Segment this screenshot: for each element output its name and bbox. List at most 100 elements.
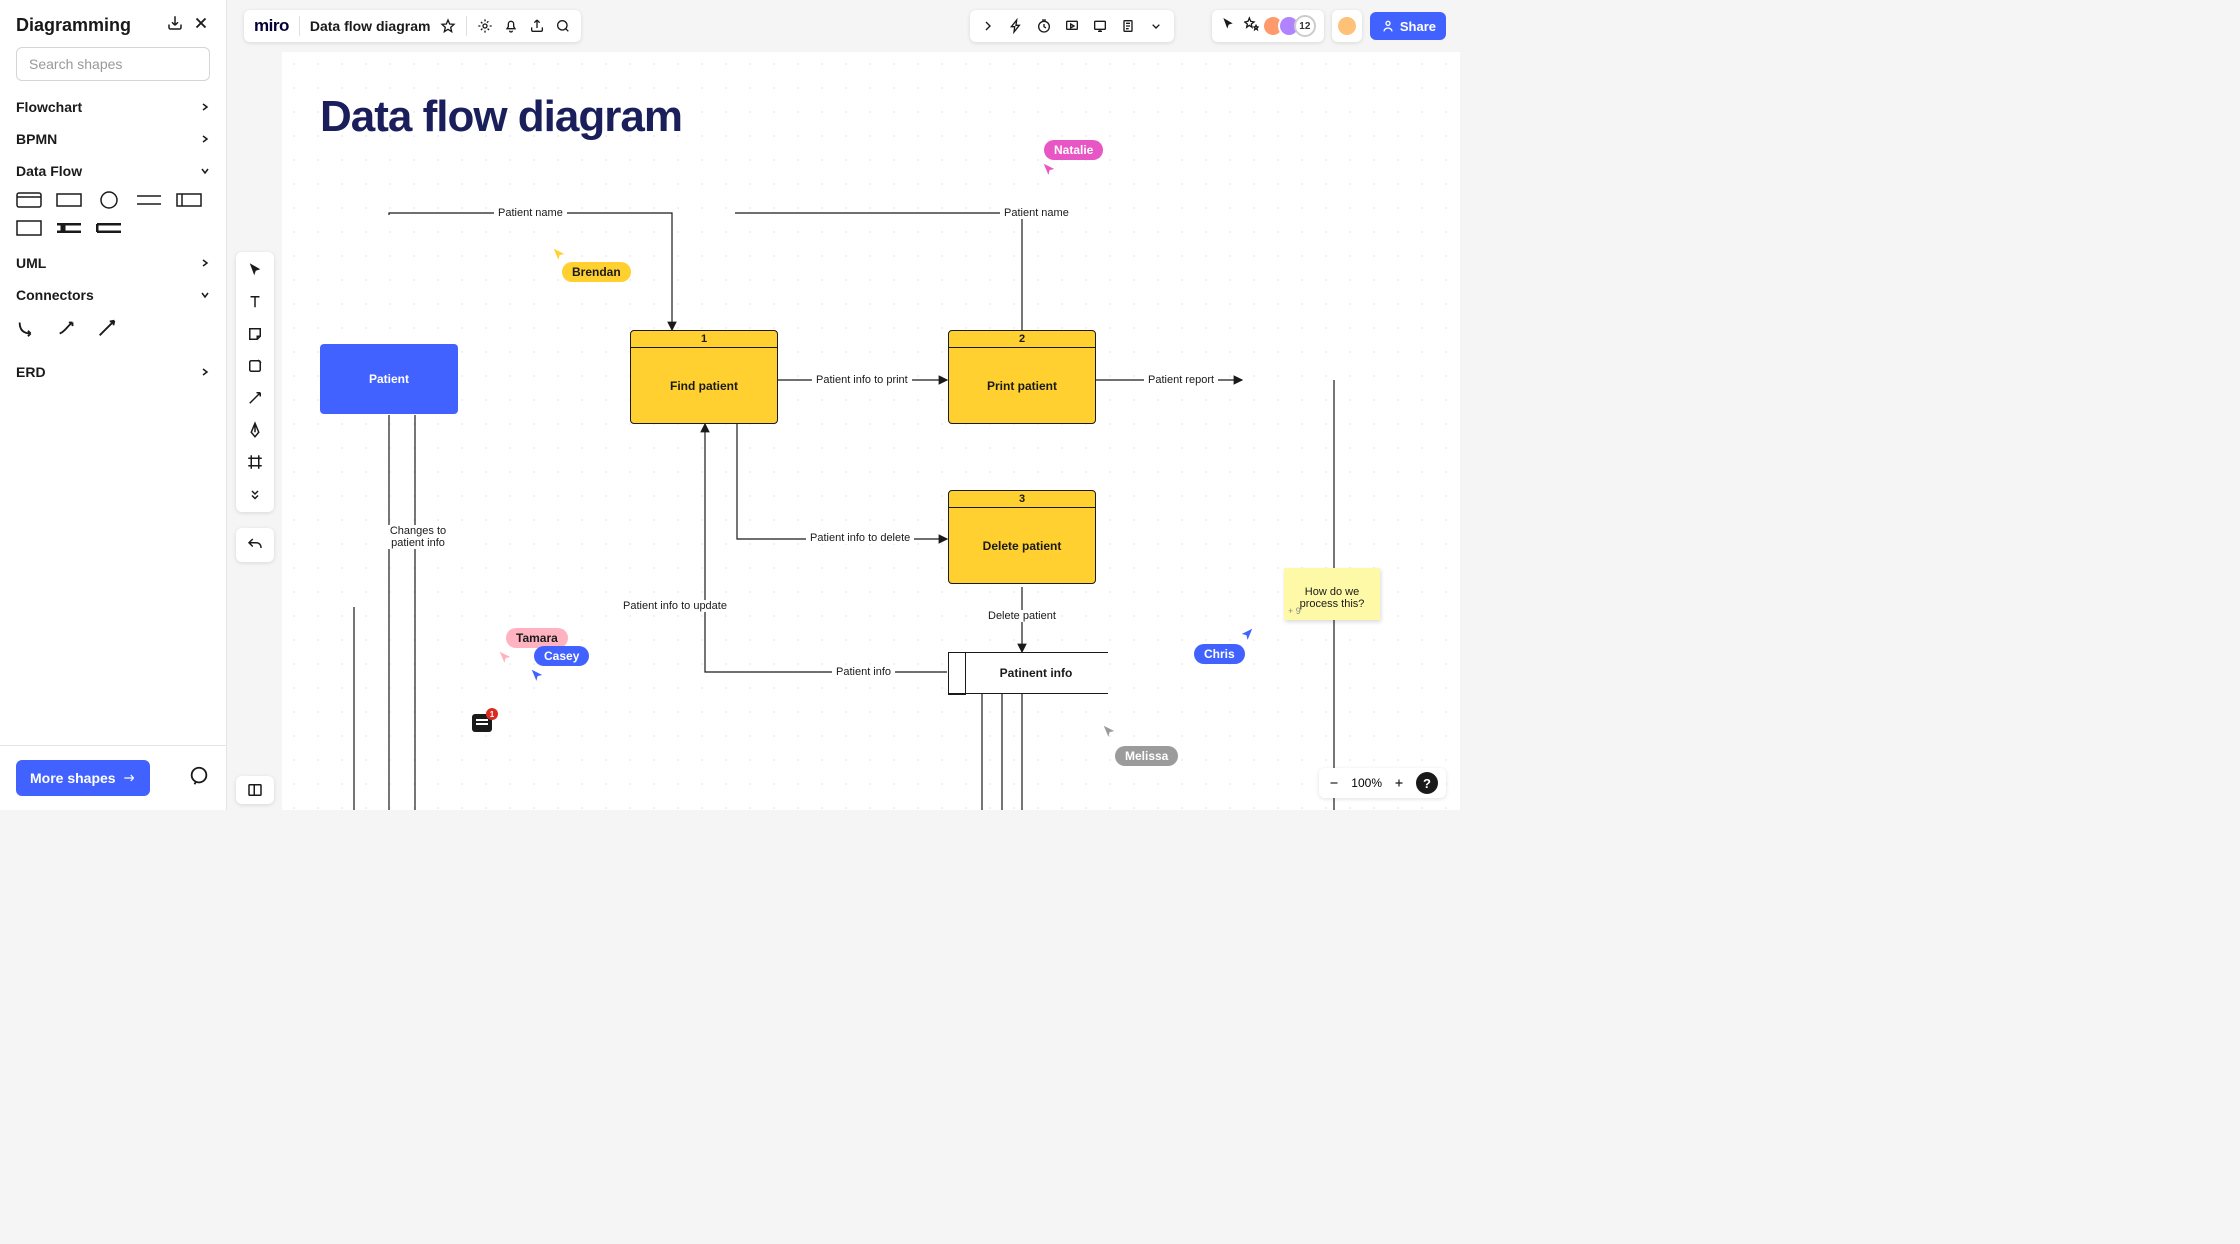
export-icon[interactable]: [529, 18, 545, 34]
chevron-right-icon: [200, 258, 210, 268]
connector-shapes: [16, 311, 210, 356]
shape-process-icon[interactable]: [16, 193, 42, 207]
category-flowchart[interactable]: Flowchart: [16, 91, 210, 123]
notes-icon[interactable]: [1120, 18, 1136, 34]
topbar: miro Data flow diagram: [244, 10, 581, 42]
cursor-pointer-icon: [1240, 627, 1254, 641]
feedback-icon[interactable]: [188, 765, 210, 792]
connector-straight-icon[interactable]: [96, 317, 118, 344]
shape-rect-icon[interactable]: [56, 193, 82, 207]
notification-icon[interactable]: [503, 18, 519, 34]
process-number: 1: [631, 331, 777, 348]
comment-icon[interactable]: 1: [472, 714, 492, 732]
edge-label: Patient report: [1144, 374, 1218, 386]
node-label: Delete patient: [983, 508, 1062, 583]
close-icon[interactable]: [192, 14, 210, 37]
cursor-tamara: Tamara: [506, 628, 568, 648]
chevron-right-icon: [200, 102, 210, 112]
connector-curve-icon[interactable]: [56, 317, 78, 344]
connector-elbow-icon[interactable]: [16, 317, 38, 344]
arrow-tool[interactable]: [245, 388, 265, 408]
category-label: Data Flow: [16, 163, 82, 179]
category-bpmn[interactable]: BPMN: [16, 123, 210, 155]
pen-tool[interactable]: [245, 420, 265, 440]
edge-label: Changes to patient info: [368, 525, 468, 549]
more-tools[interactable]: [245, 484, 265, 504]
comment-badge: 1: [486, 708, 498, 720]
cursor-pointer-icon: [1042, 162, 1056, 176]
node-label: Find patient: [670, 348, 738, 423]
timer-icon[interactable]: [1036, 18, 1052, 34]
more-apps-icon[interactable]: [1148, 18, 1164, 34]
process-delete-patient[interactable]: 3Delete patient: [948, 490, 1096, 584]
vertical-toolbar: [236, 252, 274, 512]
undo-button[interactable]: [236, 528, 274, 562]
shape-openrect2-icon[interactable]: [96, 221, 122, 235]
shape-parallel-icon[interactable]: [136, 193, 162, 207]
chevron-right-icon: [200, 134, 210, 144]
shape-datastore-icon[interactable]: [176, 193, 202, 207]
dataflow-shapes: [16, 187, 210, 247]
topbar-apps: [970, 10, 1174, 42]
search-icon[interactable]: [555, 18, 571, 34]
bolt-icon[interactable]: [1008, 18, 1024, 34]
topbar-collab: 12 Share: [1212, 10, 1446, 42]
category-connectors[interactable]: Connectors: [16, 279, 210, 311]
search-shapes-input[interactable]: [16, 47, 210, 81]
diagram-title: Data flow diagram: [320, 92, 682, 142]
panel-footer: More shapes: [0, 745, 226, 810]
star-icon[interactable]: [440, 18, 456, 34]
presence-avatars[interactable]: 12: [1268, 15, 1316, 37]
category-list: Flowchart BPMN Data Flow UML Connectors …: [0, 91, 226, 745]
miro-logo[interactable]: miro: [254, 16, 289, 36]
zoom-level[interactable]: 100%: [1351, 776, 1382, 790]
shape-tool[interactable]: [245, 356, 265, 376]
user-avatar[interactable]: [1336, 15, 1358, 37]
cursor-pointer-icon: [552, 247, 566, 261]
process-find-patient[interactable]: 1Find patient: [630, 330, 778, 424]
cursor-chris: Chris: [1194, 644, 1245, 664]
cursor-icon[interactable]: [1220, 16, 1236, 37]
shape-openrect-icon[interactable]: [56, 221, 82, 235]
sticky-text: How do we process this?: [1300, 586, 1365, 610]
process-print-patient[interactable]: 2Print patient: [948, 330, 1096, 424]
import-icon[interactable]: [166, 14, 184, 37]
shape-rect2-icon[interactable]: [16, 221, 42, 235]
diagramming-panel: Diagramming Flowchart BPMN Data Flow UML…: [0, 0, 227, 810]
sticky-tool[interactable]: [245, 324, 265, 344]
text-tool[interactable]: [245, 292, 265, 312]
datastore-patient-info[interactable]: Patinent info: [948, 652, 1108, 694]
category-uml[interactable]: UML: [16, 247, 210, 279]
shape-circle-icon[interactable]: [96, 193, 122, 207]
sticky-reactions: + 9: [1288, 606, 1301, 616]
screen-icon[interactable]: [1092, 18, 1108, 34]
category-dataflow[interactable]: Data Flow: [16, 155, 210, 187]
edge-label: Patient name: [494, 207, 567, 219]
more-shapes-button[interactable]: More shapes: [16, 760, 150, 796]
cursor-melissa: Melissa: [1115, 746, 1178, 766]
chevron-right-icon[interactable]: [980, 18, 996, 34]
settings-icon[interactable]: [477, 18, 493, 34]
edge-label: Delete patient: [984, 610, 1060, 622]
chevron-right-icon: [200, 367, 210, 377]
select-tool[interactable]: [245, 260, 265, 280]
board-name[interactable]: Data flow diagram: [310, 18, 431, 34]
panel-header: Diagramming: [0, 0, 226, 47]
canvas[interactable]: Data flow diagram Patient 1Find patient …: [282, 52, 1460, 810]
frame-tool[interactable]: [245, 452, 265, 472]
zoom-in-button[interactable]: [1392, 776, 1406, 790]
help-button[interactable]: ?: [1416, 772, 1438, 794]
cursor-brendan: Brendan: [562, 262, 631, 282]
present-icon[interactable]: [1064, 18, 1080, 34]
category-label: UML: [16, 255, 46, 271]
panels-button[interactable]: [236, 776, 274, 804]
sticky-note[interactable]: How do we process this? + 9: [1284, 568, 1380, 620]
node-label: Patient: [369, 372, 409, 386]
category-erd[interactable]: ERD: [16, 356, 210, 388]
edge-label: Patient info to delete: [806, 532, 914, 544]
zoom-out-button[interactable]: [1327, 776, 1341, 790]
entity-patient[interactable]: Patient: [320, 344, 458, 414]
node-label: Print patient: [987, 348, 1057, 423]
reactions-icon[interactable]: [1244, 16, 1260, 37]
share-button[interactable]: Share: [1370, 12, 1446, 40]
